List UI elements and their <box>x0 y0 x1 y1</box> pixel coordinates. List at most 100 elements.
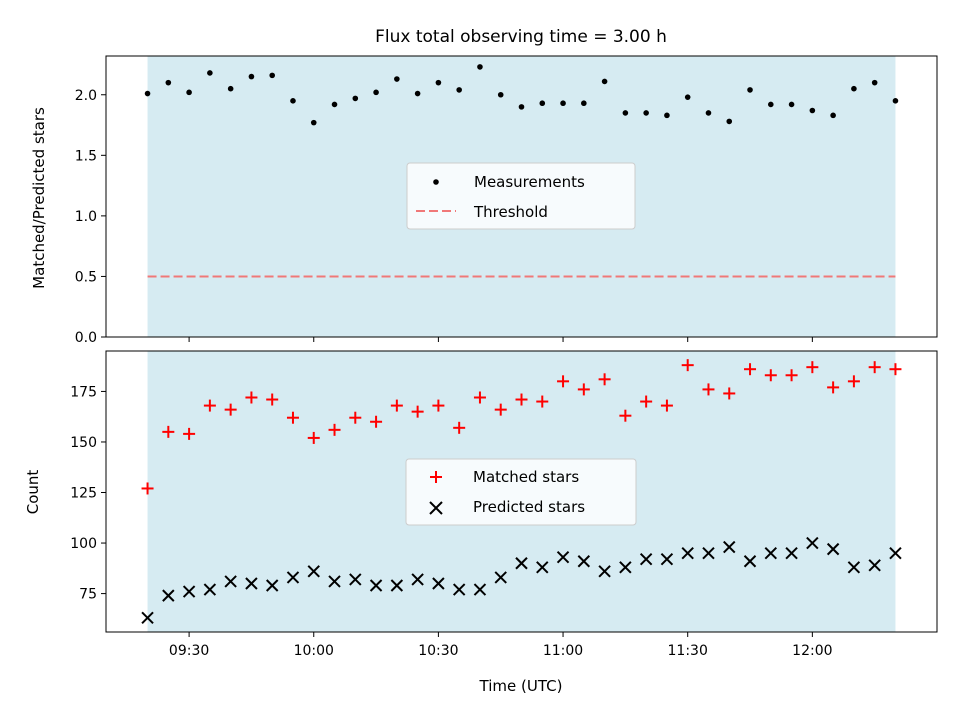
predicted-star-point <box>536 561 549 574</box>
predicted-star-point <box>743 555 757 568</box>
measurement-point <box>248 73 255 80</box>
predicted-stars-points <box>141 536 902 625</box>
predicted-star-point <box>286 571 300 584</box>
matched-star-point <box>203 399 216 412</box>
matched-star-point <box>536 395 549 408</box>
legend-matched-label: Matched stars <box>473 468 579 486</box>
measurement-point <box>310 119 317 126</box>
predicted-star-point <box>785 546 798 560</box>
matched-star-point <box>224 403 237 416</box>
measurement-point <box>373 89 379 96</box>
predicted-star-point <box>390 579 404 592</box>
measurement-point <box>768 101 774 108</box>
predicted-star-point <box>182 585 196 598</box>
bottom-y-axis-label: Count <box>24 470 42 515</box>
measurement-point <box>414 90 421 97</box>
predicted-star-point <box>162 589 175 602</box>
measurement-point <box>726 118 733 125</box>
x-tick-label: 09:30 <box>169 643 209 659</box>
matched-star-point <box>806 361 819 374</box>
predicted-star-point <box>598 565 611 578</box>
legend-measurements-label: Measurements <box>474 173 585 191</box>
measurement-point <box>227 85 234 92</box>
matched-star-point <box>349 411 362 424</box>
measurement-point <box>622 110 629 116</box>
bottom-legend: Matched stars Predicted stars <box>405 458 637 526</box>
bottom-legend-box <box>405 458 637 526</box>
predicted-star-point <box>473 583 487 596</box>
matched-star-point <box>681 359 694 372</box>
matched-stars-points <box>141 359 902 495</box>
matched-star-point <box>390 399 403 412</box>
legend-threshold-label: Threshold <box>473 203 548 221</box>
y-tick-label: 75 <box>79 587 97 603</box>
matched-star-point <box>286 411 299 424</box>
matched-star-point <box>847 375 860 388</box>
predicted-star-point <box>577 555 591 568</box>
measurement-point <box>747 87 753 93</box>
y-tick-label: 1.0 <box>75 209 97 225</box>
matched-star-point <box>764 369 777 382</box>
predicted-star-point <box>141 611 154 625</box>
top-legend-box <box>406 162 636 230</box>
legend-predicted-label: Predicted stars <box>473 498 585 516</box>
predicted-star-point <box>307 565 320 578</box>
x-tick-label: 11:30 <box>668 643 708 659</box>
measurement-point <box>601 78 608 85</box>
predicted-star-point <box>660 553 674 566</box>
top-y-ticks: 0.0 0.5 1.0 1.5 2.0 <box>75 88 106 346</box>
matched-star-point <box>619 409 632 422</box>
measurement-point <box>269 72 276 79</box>
chart-title: Flux total observing time = 3.00 h <box>375 27 667 47</box>
predicted-star-point <box>452 583 466 596</box>
matched-star-point <box>494 403 507 416</box>
predicted-star-point <box>265 579 279 592</box>
x-tick-label: 11:00 <box>543 643 583 659</box>
measurement-point <box>643 110 649 116</box>
predicted-star-point <box>619 561 632 574</box>
measurement-point <box>892 98 899 104</box>
measurement-point <box>165 79 172 86</box>
matched-star-point <box>307 431 320 444</box>
y-tick-label: 175 <box>70 384 97 400</box>
predicted-star-point <box>681 546 694 560</box>
measurement-point <box>456 87 462 93</box>
predicted-star-point <box>515 557 528 570</box>
measurement-point <box>497 91 504 98</box>
predicted-star-point <box>889 546 902 560</box>
predicted-star-point <box>764 546 778 560</box>
measurement-point <box>830 112 836 119</box>
measurement-point <box>144 90 151 97</box>
matched-star-point <box>660 399 673 412</box>
measurement-point <box>871 79 878 86</box>
measurement-point <box>788 101 795 108</box>
legend-measurements-marker <box>433 179 439 185</box>
measurement-points <box>144 64 899 126</box>
predicted-star-point <box>411 573 424 586</box>
predicted-star-point <box>203 583 217 596</box>
predicted-star-point <box>723 540 736 554</box>
x-tick-label: 10:30 <box>418 643 458 659</box>
measurement-point <box>394 76 400 82</box>
measurement-point <box>435 79 442 86</box>
matched-star-point <box>640 395 653 408</box>
matched-star-point <box>473 391 486 404</box>
matched-star-point <box>598 373 611 386</box>
measurement-point <box>352 95 359 102</box>
predicted-star-point <box>556 550 570 564</box>
x-tick-label: 10:00 <box>294 643 334 659</box>
measurement-point <box>684 94 691 100</box>
predicted-star-point <box>868 559 881 572</box>
matched-star-point <box>453 421 466 434</box>
y-tick-label: 125 <box>70 486 97 502</box>
matched-star-point <box>183 427 196 440</box>
y-tick-label: 2.0 <box>75 88 97 104</box>
matched-star-point <box>702 383 715 396</box>
predicted-star-point <box>328 575 341 588</box>
predicted-star-point <box>806 536 819 550</box>
top-panel: 0.00.51.01.52.0 Matched/Predicted stars … <box>30 55 938 346</box>
y-tick-label: 1.5 <box>75 148 97 164</box>
top-legend: Measurements Threshold <box>406 162 636 230</box>
measurement-point <box>331 101 338 108</box>
